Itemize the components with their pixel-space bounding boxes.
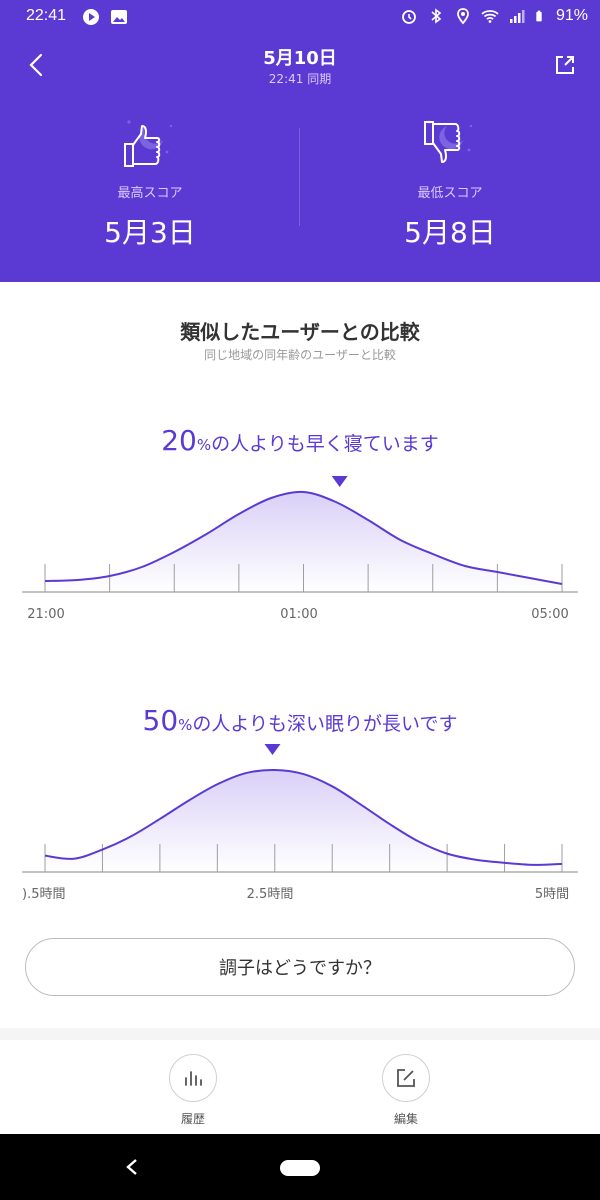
bedtime-comparison-label: 20%の人よりも早く寝ています: [0, 424, 600, 457]
chart1-tick-label: 05:00: [531, 607, 568, 622]
comparison-subtitle: 同じ地域の同年齢のユーザーと比較: [204, 348, 396, 362]
bluetooth-icon: [431, 8, 442, 24]
section-separator: [0, 1028, 600, 1040]
sync-time: 22:41 同期: [268, 72, 332, 86]
edit-button[interactable]: 編集: [366, 1054, 446, 1127]
bedtime-percent-text: の人よりも早く寝ています: [211, 433, 439, 455]
system-back-button[interactable]: [122, 1156, 142, 1178]
share-button[interactable]: [550, 50, 580, 80]
thumbs-up-icon: [124, 120, 173, 167]
chart2-marker: [264, 744, 281, 755]
edit-icon: [397, 1069, 415, 1087]
chart2-tick-label: 2.5時間: [247, 887, 294, 902]
thumbs-down-icon: [424, 120, 473, 163]
history-circle: [169, 1054, 217, 1102]
battery-percent: 91%: [555, 7, 588, 24]
image-icon: [111, 10, 127, 24]
system-nav-bar: [0, 1134, 600, 1200]
chart1-tick-label: 21:00: [27, 607, 64, 622]
deep-sleep-distribution-chart: ).5時間 2.5時間 5時間: [22, 744, 578, 902]
best-score[interactable]: 最高スコア 5月3日: [0, 114, 300, 251]
comparison-title: 類似したユーザーとの比較: [180, 320, 420, 344]
status-bar: 22:41 91%: [0, 0, 600, 34]
signal-icon: [509, 10, 525, 23]
chart1-curve: [44, 490, 563, 585]
chart2-area: [45, 769, 562, 872]
alarm-icon: [402, 10, 416, 24]
bedtime-percent-value: 20: [161, 424, 197, 457]
header: 5月10日 22:41 同期 最高スコア 5月3日 最低スコア 5月8日: [0, 34, 600, 282]
edit-circle: [382, 1054, 430, 1102]
worst-score-label: 最低スコア: [417, 186, 483, 201]
how-are-you-feeling-button[interactable]: 調子はどうですか？: [25, 938, 575, 996]
bar-chart-icon: [185, 1071, 202, 1086]
chart1-marker: [331, 476, 348, 487]
back-button[interactable]: [22, 50, 52, 80]
deep-sleep-percent-text: の人よりも深い眠りが長いです: [192, 713, 458, 735]
best-score-date: 5月3日: [104, 216, 196, 249]
battery-icon: [536, 10, 542, 22]
deep-sleep-percent-unit: %: [178, 716, 193, 734]
page-title: 5月10日: [263, 48, 337, 69]
header-divider: [299, 128, 300, 226]
bottom-nav: 履歴 編集: [0, 1040, 600, 1134]
chart2-curve: [44, 768, 563, 866]
wifi-icon: [481, 10, 499, 23]
chart2-tick-label: ).5時間: [22, 887, 65, 902]
chart1-tick-label: 01:00: [280, 607, 317, 622]
bedtime-distribution-chart: 21:00 01:00 05:00: [22, 476, 578, 622]
best-score-label: 最高スコア: [117, 186, 183, 201]
chart2-tick-label: 5時間: [535, 887, 569, 902]
deep-sleep-comparison-label: 50%の人よりも深い眠りが長いです: [0, 704, 600, 737]
status-time: 22:41: [26, 7, 67, 24]
history-button[interactable]: 履歴: [153, 1054, 233, 1127]
worst-score-date: 5月8日: [404, 216, 496, 249]
deep-sleep-percent-value: 50: [142, 704, 179, 737]
worst-score[interactable]: 最低スコア 5月8日: [300, 114, 600, 251]
play-circle-icon: [83, 9, 99, 25]
location-icon: [457, 8, 469, 25]
bedtime-percent-unit: %: [196, 436, 212, 454]
edit-label: 編集: [393, 1112, 418, 1126]
history-label: 履歴: [180, 1112, 205, 1126]
system-home-button[interactable]: [280, 1160, 320, 1176]
